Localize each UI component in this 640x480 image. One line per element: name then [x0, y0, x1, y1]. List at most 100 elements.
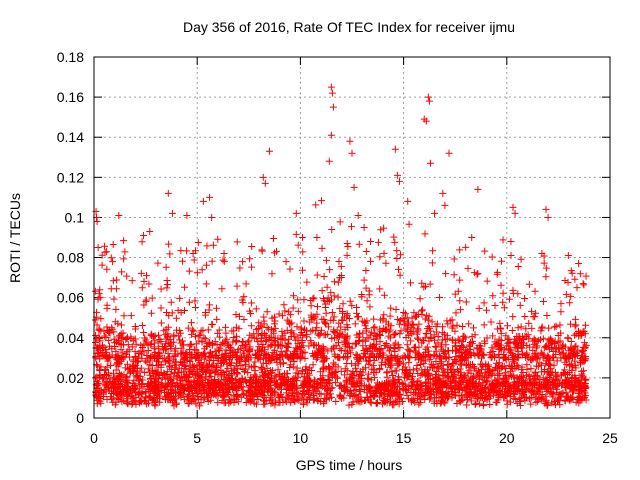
scatter-point	[132, 394, 140, 402]
scatter-point	[287, 381, 295, 389]
scatter-point	[92, 374, 100, 382]
scatter-point	[225, 371, 233, 379]
scatter-point	[562, 290, 570, 298]
scatter-point	[164, 350, 172, 358]
scatter-point	[448, 390, 456, 398]
scatter-point	[268, 314, 276, 322]
scatter-point	[185, 370, 193, 378]
scatter-point	[132, 354, 140, 362]
scatter-point	[180, 386, 188, 394]
scatter-point	[551, 323, 559, 331]
scatter-point	[288, 384, 296, 392]
scatter-point	[527, 400, 535, 408]
scatter-point	[545, 373, 553, 381]
scatter-point	[221, 352, 229, 360]
scatter-point	[550, 361, 558, 369]
scatter-point	[544, 353, 552, 361]
scatter-point	[495, 350, 503, 358]
scatter-point	[280, 301, 288, 309]
scatter-point	[92, 388, 100, 396]
scatter-point	[150, 377, 158, 385]
scatter-point	[280, 370, 288, 378]
scatter-point	[91, 287, 99, 295]
scatter-point	[547, 382, 555, 390]
scatter-point	[466, 391, 474, 399]
scatter-point	[127, 312, 135, 320]
scatter-point	[162, 382, 170, 390]
scatter-point	[507, 238, 515, 246]
scatter-point	[581, 330, 589, 338]
scatter-point	[447, 368, 455, 376]
scatter-point	[290, 292, 298, 300]
scatter-point	[171, 382, 179, 390]
scatter-point	[254, 386, 262, 394]
y-tick-label: 0.02	[57, 370, 84, 386]
scatter-point	[380, 224, 388, 232]
scatter-point	[158, 374, 166, 382]
scatter-point	[362, 247, 370, 255]
scatter-point	[427, 388, 435, 396]
scatter-point	[459, 386, 467, 394]
scatter-point	[339, 300, 347, 308]
scatter-point	[434, 378, 442, 386]
scatter-point	[491, 342, 499, 350]
scatter-point	[487, 392, 495, 400]
scatter-point	[430, 364, 438, 372]
scatter-point	[138, 284, 146, 292]
scatter-point	[355, 240, 363, 248]
scatter-point	[346, 297, 354, 305]
scatter-point	[413, 365, 421, 373]
scatter-point	[502, 332, 510, 340]
scatter-point	[483, 378, 491, 386]
scatter-point	[162, 263, 170, 271]
scatter-point	[547, 388, 555, 396]
scatter-point	[151, 337, 159, 345]
scatter-point	[166, 250, 174, 258]
scatter-point	[91, 316, 99, 324]
scatter-point	[422, 330, 430, 338]
scatter-point	[143, 338, 151, 346]
scatter-point	[470, 269, 478, 277]
scatter-point	[110, 295, 118, 303]
scatter-point	[192, 332, 200, 340]
scatter-point	[234, 384, 242, 392]
scatter-point	[110, 380, 118, 388]
scatter-point	[207, 348, 215, 356]
scatter-point	[396, 344, 404, 352]
scatter-point	[575, 260, 583, 268]
scatter-point	[178, 350, 186, 358]
scatter-point	[156, 398, 164, 406]
scatter-point	[468, 234, 476, 241]
scatter-point	[519, 379, 527, 387]
scatter-point	[203, 242, 211, 250]
scatter-point	[462, 298, 470, 306]
scatter-point	[146, 357, 154, 365]
scatter-point	[117, 321, 125, 329]
scatter-point	[539, 297, 547, 305]
scatter-point	[418, 370, 426, 378]
scatter-point	[521, 313, 529, 321]
scatter-point	[413, 394, 421, 402]
scatter-point	[359, 353, 367, 361]
scatter-point	[410, 344, 418, 352]
scatter-point	[335, 319, 343, 327]
scatter-point	[157, 337, 165, 345]
scatter-point	[215, 326, 223, 334]
scatter-point	[139, 376, 147, 384]
scatter-point	[409, 397, 417, 405]
scatter-point	[487, 382, 495, 390]
scatter-point	[414, 384, 422, 392]
scatter-point	[344, 388, 352, 396]
scatter-point	[219, 256, 227, 264]
scatter-point	[232, 311, 240, 319]
scatter-point	[148, 362, 156, 370]
scatter-point	[552, 322, 560, 330]
scatter-point	[206, 367, 214, 375]
scatter-point	[292, 209, 300, 217]
scatter-point	[103, 265, 111, 273]
scatter-point	[93, 400, 101, 408]
scatter-point	[557, 308, 565, 316]
scatter-point	[432, 343, 440, 351]
scatter-point	[356, 398, 364, 406]
scatter-point	[476, 369, 484, 377]
